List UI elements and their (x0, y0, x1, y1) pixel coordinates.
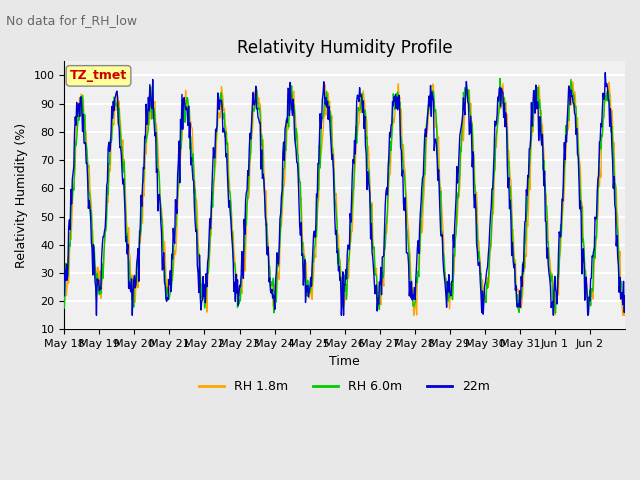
Title: Relativity Humidity Profile: Relativity Humidity Profile (237, 39, 452, 57)
Text: TZ_tmet: TZ_tmet (70, 70, 127, 83)
X-axis label: Time: Time (329, 355, 360, 368)
Y-axis label: Relativity Humidity (%): Relativity Humidity (%) (15, 123, 28, 268)
Legend: RH 1.8m, RH 6.0m, 22m: RH 1.8m, RH 6.0m, 22m (194, 375, 495, 398)
Text: No data for f_RH_low: No data for f_RH_low (6, 14, 138, 27)
